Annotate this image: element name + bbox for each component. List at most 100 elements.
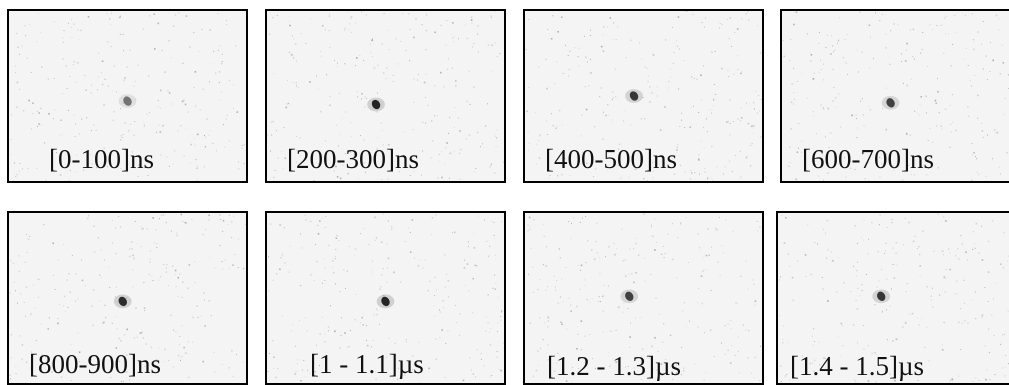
noise-speck xyxy=(780,366,781,367)
noise-speck xyxy=(70,292,71,293)
noise-speck xyxy=(79,134,80,135)
noise-speck xyxy=(545,290,546,291)
noise-speck xyxy=(282,255,283,256)
noise-speck xyxy=(357,91,358,92)
noise-speck xyxy=(44,142,45,143)
noise-speck xyxy=(869,24,871,26)
noise-speck xyxy=(973,41,974,42)
noise-speck xyxy=(386,78,387,79)
noise-speck xyxy=(351,32,352,33)
noise-speck xyxy=(911,79,912,80)
noise-speck xyxy=(633,248,634,249)
noise-speck xyxy=(745,329,746,330)
noise-speck xyxy=(906,291,907,292)
noise-speck xyxy=(273,17,274,18)
noise-speck xyxy=(305,318,306,319)
noise-speck xyxy=(556,127,557,128)
noise-speck xyxy=(209,300,210,301)
noise-speck xyxy=(181,356,182,357)
noise-speck xyxy=(945,269,946,270)
noise-speck xyxy=(39,279,40,280)
noise-speck xyxy=(759,380,760,381)
noise-speck xyxy=(217,13,218,14)
noise-speck xyxy=(146,344,147,345)
noise-speck xyxy=(759,110,760,111)
noise-speck xyxy=(847,34,848,35)
noise-speck xyxy=(613,97,614,98)
noise-speck xyxy=(19,335,20,336)
noise-speck xyxy=(377,65,378,66)
noise-speck xyxy=(555,286,556,287)
noise-speck xyxy=(53,275,54,276)
noise-speck xyxy=(373,67,374,68)
noise-speck xyxy=(459,313,460,314)
noise-speck xyxy=(176,233,177,234)
noise-speck xyxy=(488,322,489,323)
noise-speck xyxy=(473,43,474,44)
noise-speck xyxy=(71,19,72,20)
bright-spot xyxy=(377,295,395,309)
noise-speck xyxy=(448,133,449,134)
noise-speck xyxy=(71,344,72,345)
bright-spot xyxy=(882,96,900,110)
noise-speck xyxy=(711,177,712,178)
noise-speck xyxy=(377,93,378,94)
noise-speck xyxy=(175,331,176,332)
noise-speck xyxy=(364,107,365,108)
noise-speck xyxy=(832,260,834,262)
noise-speck xyxy=(15,290,16,291)
noise-speck xyxy=(539,136,540,137)
noise-speck xyxy=(221,261,222,262)
noise-speck xyxy=(984,287,985,288)
noise-speck xyxy=(977,95,979,97)
noise-speck xyxy=(793,104,794,105)
noise-speck xyxy=(920,96,922,98)
noise-speck xyxy=(439,309,440,310)
noise-speck xyxy=(27,168,28,169)
noise-speck xyxy=(964,303,965,304)
noise-speck xyxy=(949,252,950,253)
noise-speck xyxy=(784,242,786,244)
noise-speck xyxy=(310,221,311,222)
noise-speck xyxy=(683,368,684,369)
noise-speck xyxy=(490,166,491,167)
noise-speck xyxy=(616,248,617,249)
noise-speck xyxy=(226,24,227,25)
noise-speck xyxy=(422,150,423,151)
noise-speck xyxy=(219,45,220,46)
noise-speck xyxy=(844,39,845,40)
noise-speck xyxy=(355,248,357,250)
noise-speck xyxy=(690,178,691,179)
noise-speck xyxy=(452,68,453,69)
noise-speck xyxy=(857,243,858,244)
noise-speck xyxy=(602,34,603,35)
noise-speck xyxy=(795,179,797,181)
noise-speck xyxy=(738,118,739,119)
noise-speck xyxy=(968,116,969,117)
noise-speck xyxy=(741,276,742,277)
noise-speck xyxy=(710,330,711,331)
noise-speck xyxy=(233,108,234,109)
noise-speck xyxy=(825,47,826,48)
noise-speck xyxy=(102,60,104,62)
noise-speck xyxy=(444,86,445,87)
noise-speck xyxy=(222,268,223,269)
noise-speck xyxy=(223,220,225,222)
noise-speck xyxy=(58,318,59,319)
noise-speck xyxy=(384,13,385,14)
noise-speck xyxy=(91,130,92,131)
noise-speck xyxy=(586,109,588,111)
noise-speck xyxy=(14,282,15,283)
noise-speck xyxy=(885,129,887,131)
noise-speck xyxy=(103,322,105,324)
noise-speck xyxy=(63,42,64,43)
noise-speck xyxy=(208,135,209,136)
noise-speck xyxy=(494,235,495,236)
noise-speck xyxy=(594,126,595,127)
image-panel-800-900ns: [800-900]ns xyxy=(7,211,248,385)
noise-speck xyxy=(347,12,348,13)
noise-speck xyxy=(495,136,496,137)
noise-speck xyxy=(195,71,197,73)
noise-speck xyxy=(738,351,739,352)
noise-speck xyxy=(221,63,222,64)
